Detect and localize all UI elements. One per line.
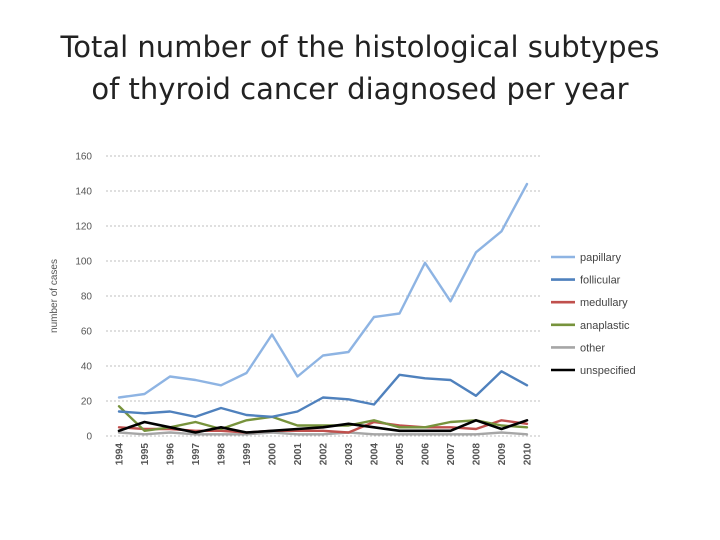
x-tick-label: 2003 bbox=[344, 443, 355, 466]
legend-label-medullary: medullary bbox=[580, 297, 628, 309]
series-line-follicular bbox=[117, 370, 529, 418]
x-tick-label: 1994 bbox=[115, 443, 126, 466]
x-tick-label: 2005 bbox=[395, 443, 406, 466]
x-tick-label: 2008 bbox=[472, 443, 483, 466]
x-tick-label: 1999 bbox=[242, 443, 253, 466]
series-line-papillary bbox=[117, 182, 529, 399]
series-layer bbox=[117, 182, 529, 436]
y-axis-label: number of cases bbox=[49, 259, 60, 333]
x-tick-label: 2009 bbox=[497, 443, 508, 466]
y-tick-label: 0 bbox=[86, 432, 92, 443]
slide-title-line-2: of thyroid cancer diagnosed per year bbox=[91, 72, 629, 106]
legend-label-other: other bbox=[580, 342, 605, 354]
series-line-anaplastic bbox=[117, 405, 529, 432]
y-tick-label: 40 bbox=[81, 362, 93, 373]
x-tick-label: 2002 bbox=[319, 443, 330, 466]
x-tick-label: 1998 bbox=[217, 443, 228, 466]
x-tick-label: 1997 bbox=[191, 443, 202, 466]
grid-layer bbox=[106, 155, 541, 437]
y-tick-labels: 0 20 40 60 80 100 120 140 160 bbox=[75, 152, 92, 443]
legend: papillary follicular medullary anaplastic ot… bbox=[551, 252, 636, 377]
legend-label-follicular: follicular bbox=[580, 275, 621, 287]
series-line-other bbox=[117, 431, 529, 436]
x-tick-label: 2004 bbox=[370, 443, 381, 466]
y-tick-label: 140 bbox=[75, 187, 92, 198]
y-tick-label: 60 bbox=[81, 327, 93, 338]
x-tick-label: 1996 bbox=[166, 443, 177, 466]
series-line-unspecified bbox=[117, 418, 529, 434]
legend-label-anaplastic: anaplastic bbox=[580, 320, 630, 332]
y-tick-label: 20 bbox=[81, 397, 93, 408]
y-tick-label: 100 bbox=[75, 257, 92, 268]
y-tick-label: 120 bbox=[75, 222, 92, 233]
x-tick-label: 2010 bbox=[523, 443, 534, 466]
legend-label-papillary: papillary bbox=[580, 252, 621, 264]
x-tick-label: 2000 bbox=[268, 443, 279, 466]
x-tick-label: 2001 bbox=[293, 443, 304, 466]
x-tick-label: 2007 bbox=[446, 443, 457, 466]
y-tick-label: 80 bbox=[81, 292, 93, 303]
legend-label-unspecified: unspecified bbox=[580, 365, 636, 377]
x-tick-label: 1995 bbox=[140, 443, 151, 466]
x-tick-label: 2006 bbox=[421, 443, 432, 466]
slide-title-line-1: Total number of the histological subtype… bbox=[60, 30, 660, 64]
x-tick-labels: 1994 1995 1996 1997 1998 1999 2000 2001 2002 2003… bbox=[115, 443, 534, 466]
slide-title: Total number of the histological subtype… bbox=[20, 26, 700, 110]
y-tick-label: 160 bbox=[75, 152, 92, 163]
